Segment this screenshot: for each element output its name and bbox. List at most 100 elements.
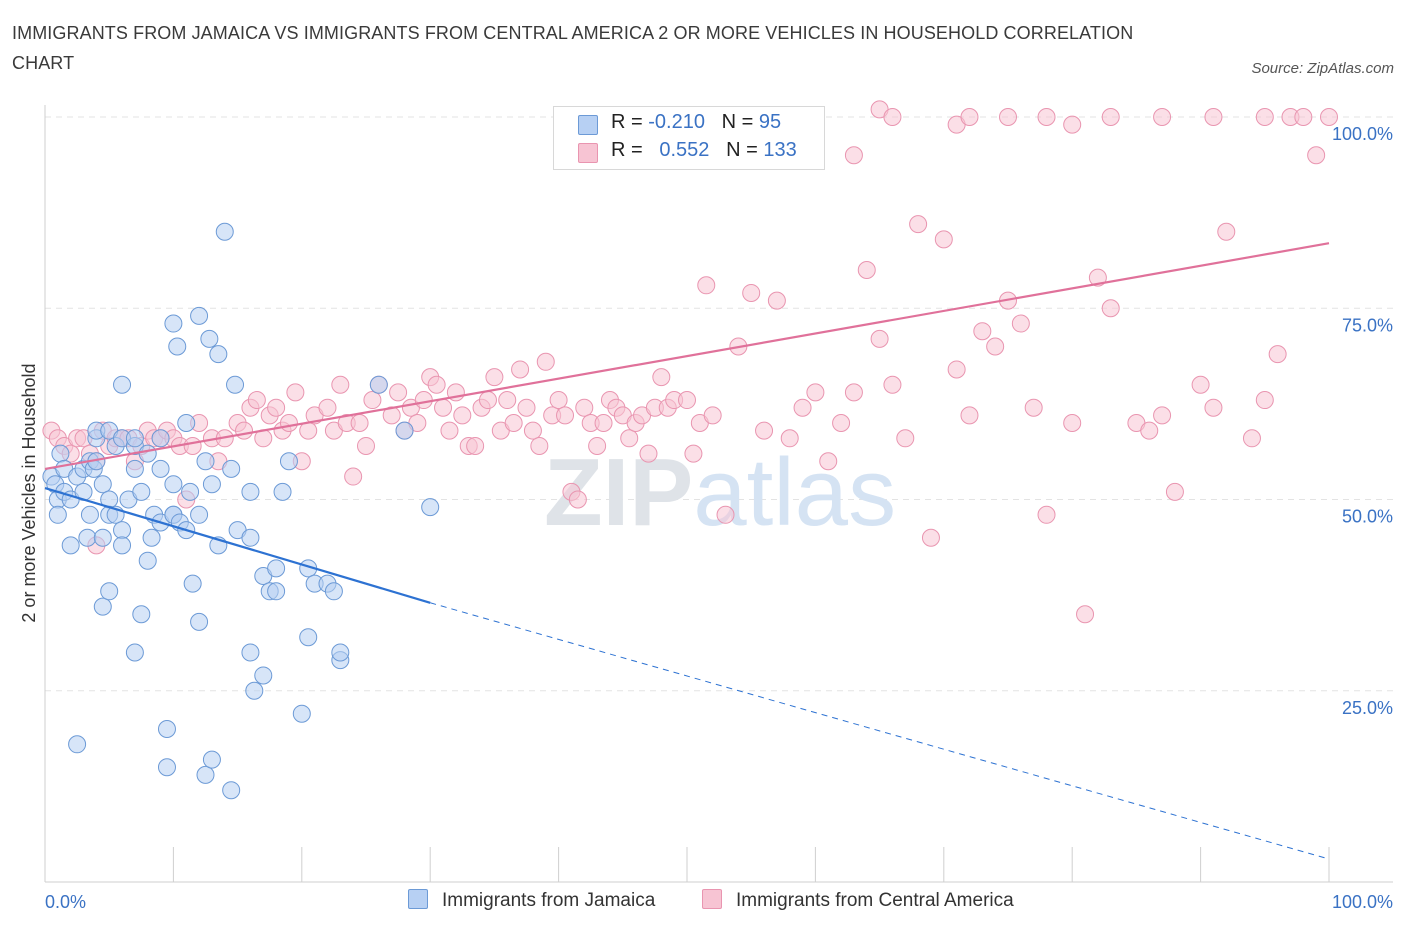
axes bbox=[44, 105, 1393, 883]
central-america-point bbox=[844, 146, 863, 165]
central-america-point bbox=[921, 528, 940, 547]
jamaica-point bbox=[164, 314, 183, 333]
central-america-point bbox=[466, 436, 485, 455]
central-america-point bbox=[1294, 108, 1313, 126]
jamaica-point bbox=[222, 459, 241, 478]
trend-lines bbox=[44, 242, 1330, 860]
jamaica-point bbox=[151, 429, 170, 448]
correlation-legend: R = -0.210 N = 95 R = 0.552 N = 133 bbox=[553, 106, 825, 170]
central-america-point bbox=[594, 414, 613, 432]
jamaica-point bbox=[241, 528, 260, 547]
jamaica-point bbox=[93, 528, 112, 547]
legend-r-value: -0.210 bbox=[648, 111, 705, 133]
central-america-point bbox=[832, 414, 851, 432]
central-america-point bbox=[755, 421, 774, 440]
jamaica-point bbox=[241, 643, 260, 662]
central-america-point bbox=[344, 467, 363, 486]
central-america-point bbox=[286, 383, 305, 402]
central-america-point bbox=[806, 383, 825, 402]
y-axis-title: 2 or more Vehicles in Household bbox=[19, 363, 39, 622]
jamaica-point bbox=[125, 643, 144, 662]
jamaica-point bbox=[113, 375, 132, 394]
jamaica-point bbox=[113, 521, 132, 540]
jamaica-point bbox=[190, 306, 209, 325]
bottom-legend-central[interactable]: Immigrants from Central America bbox=[702, 889, 1014, 912]
central-america-trend-line bbox=[44, 242, 1330, 470]
jamaica-point bbox=[331, 643, 350, 662]
central-america-point bbox=[999, 108, 1017, 126]
jamaica-point bbox=[196, 452, 215, 471]
central-america-point bbox=[498, 391, 517, 410]
central-america-point bbox=[1268, 345, 1287, 364]
central-america-point bbox=[556, 406, 575, 425]
central-america-point bbox=[427, 375, 446, 394]
central-america-point bbox=[183, 436, 202, 455]
jamaica-point bbox=[93, 597, 112, 616]
central-america-point bbox=[639, 444, 658, 463]
bottom-legend-label-jamaica: Immigrants from Jamaica bbox=[442, 890, 656, 911]
central-america-point bbox=[440, 421, 459, 440]
central-america-point bbox=[883, 108, 902, 126]
source-label: Source: ZipAtlas.com bbox=[1251, 60, 1394, 77]
legend-r-label: R = bbox=[611, 139, 643, 161]
jamaica-point bbox=[254, 666, 273, 685]
jamaica-point bbox=[142, 528, 161, 547]
jamaica-point bbox=[267, 559, 286, 578]
central-america-point bbox=[357, 436, 375, 455]
central-america-point bbox=[883, 375, 902, 394]
bottom-legend-jamaica[interactable]: Immigrants from Jamaica bbox=[408, 889, 655, 912]
jamaica-point bbox=[421, 498, 440, 517]
jamaica-point bbox=[200, 329, 219, 348]
central-america-point bbox=[1063, 414, 1082, 432]
central-america-point bbox=[1320, 108, 1338, 126]
axis-labels: 25.0% 50.0% 75.0% 100.0% 0.0% 100.0% 2 or more… bbox=[19, 124, 1393, 912]
jamaica-point bbox=[245, 681, 264, 700]
legend-n-value: 95 bbox=[758, 111, 782, 133]
jamaica-point bbox=[202, 750, 221, 769]
central-america-point bbox=[453, 406, 472, 425]
jamaica-point bbox=[279, 452, 298, 471]
central-america-point bbox=[652, 368, 671, 387]
central-america-point bbox=[363, 391, 382, 410]
central-america-point bbox=[684, 444, 703, 463]
jamaica-point bbox=[292, 704, 311, 723]
central-america-point bbox=[235, 421, 254, 440]
jamaica-point bbox=[324, 582, 343, 601]
jamaica-point bbox=[168, 337, 187, 356]
jamaica-point bbox=[51, 444, 70, 463]
central-america-point bbox=[780, 429, 799, 448]
central-america-point bbox=[870, 329, 889, 348]
central-america-point bbox=[1242, 429, 1261, 448]
central-america-point bbox=[767, 291, 786, 310]
central-america-point bbox=[678, 391, 696, 410]
central-america-point bbox=[549, 391, 568, 410]
central-america-point bbox=[318, 398, 337, 417]
jamaica-point bbox=[132, 605, 151, 624]
jamaica-point bbox=[369, 375, 388, 394]
jamaica-point bbox=[138, 551, 157, 570]
central-america-point bbox=[1024, 398, 1043, 417]
jamaica-point bbox=[138, 444, 157, 463]
central-america-point bbox=[1063, 115, 1082, 134]
jamaica-point bbox=[132, 482, 151, 501]
central-america-point bbox=[1153, 406, 1172, 425]
y-tick-label: 25.0% bbox=[1342, 698, 1393, 718]
central-america-point bbox=[986, 337, 1005, 356]
central-america-point bbox=[716, 505, 735, 524]
jamaica-trend-extension bbox=[430, 602, 1330, 860]
jamaica-point bbox=[267, 582, 286, 601]
y-tick-label: 75.0% bbox=[1342, 315, 1393, 335]
central-america-point bbox=[1101, 299, 1120, 318]
jamaica-point bbox=[48, 505, 67, 524]
jamaica-point bbox=[80, 505, 99, 524]
central-america-point bbox=[947, 360, 966, 379]
central-america-point bbox=[1204, 398, 1223, 417]
jamaica-point bbox=[151, 459, 170, 478]
jamaica-point bbox=[157, 758, 176, 777]
jamaica-point bbox=[226, 375, 245, 394]
central-america-point bbox=[1140, 421, 1159, 440]
bottom-legend-swatch-central bbox=[702, 889, 722, 909]
central-america-point bbox=[331, 375, 350, 394]
jamaica-point bbox=[299, 628, 318, 647]
jamaica-point bbox=[125, 429, 144, 448]
